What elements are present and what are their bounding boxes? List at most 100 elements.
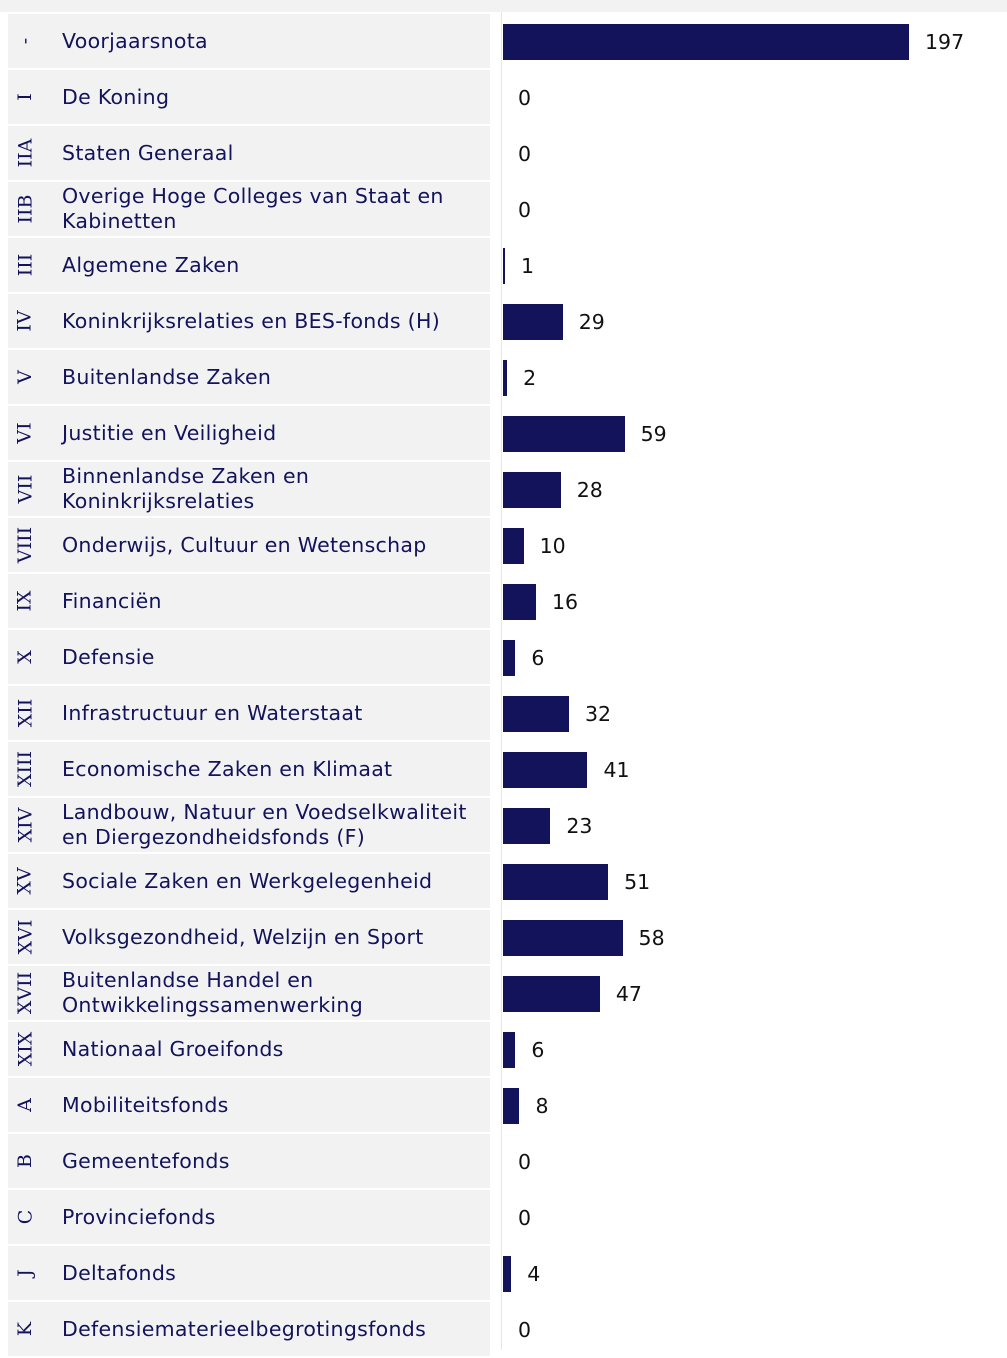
row: III Algemene Zaken 1	[0, 238, 1007, 294]
category-label: Volksgezondheid, Welzijn en Sport	[62, 924, 424, 949]
label-cell: IV Koninkrijksrelaties en BES-fonds (H)	[8, 294, 490, 350]
bar	[503, 920, 623, 956]
row: XIII Economische Zaken en Klimaat 41	[0, 742, 1007, 798]
code-label: IV	[13, 310, 36, 332]
value-label: 29	[578, 310, 605, 334]
value-label: 0	[518, 1150, 532, 1174]
row: VIII Onderwijs, Cultuur en Wetenschap 10	[0, 518, 1007, 574]
label-cell: C Provinciefonds	[8, 1190, 490, 1246]
code-cell: X	[8, 630, 42, 684]
row: VI Justitie en Veiligheid 59	[0, 406, 1007, 462]
code-label: XVII	[14, 971, 37, 1015]
label-cell: VII Binnenlandse Zaken en Koninkrijksrela…	[8, 462, 490, 518]
value-label: 32	[584, 702, 612, 726]
code-cell: K	[8, 1302, 42, 1356]
code-cell: VII	[8, 462, 42, 516]
category-label: Buitenlandse Zaken	[62, 364, 272, 389]
value-label: 2	[523, 366, 537, 390]
code-label: IX	[13, 590, 36, 612]
bar	[503, 248, 506, 284]
code-cell: VIII	[8, 518, 42, 572]
value-label: 6	[531, 646, 545, 670]
category-label: Binnenlandse Zaken en Koninkrijksrelatie…	[62, 464, 310, 513]
label-cell: A Mobiliteitsfonds	[8, 1078, 490, 1134]
label-cell: XII Infrastructuur en Waterstaat	[8, 686, 490, 742]
label-cell: XIX Nationaal Groeifonds	[8, 1022, 490, 1078]
category-label: Landbouw, Natuur en Voedselkwaliteit en …	[62, 800, 467, 849]
row: - Voorjaarsnota 197	[0, 14, 1007, 70]
label-cell: IIB Overige Hoge Colleges van Staat en Ka…	[8, 182, 490, 238]
row: IIA Staten Generaal 0	[0, 126, 1007, 182]
code-label: X	[14, 650, 36, 664]
row: XV Sociale Zaken en Werkgelegenheid 51	[0, 854, 1007, 910]
value-label: 0	[518, 1206, 532, 1230]
code-label: IIB	[13, 194, 36, 224]
row: XIV Landbouw, Natuur en Voedselkwaliteit …	[0, 798, 1007, 854]
label-cell: XVII Buitenlandse Handel en Ontwikkelings…	[8, 966, 490, 1022]
label-cell: I De Koning	[8, 70, 490, 126]
category-label: Infrastructuur en Waterstaat	[62, 700, 363, 725]
value-label: 51	[624, 870, 651, 894]
value-label: 0	[518, 86, 532, 110]
row: I De Koning 0	[0, 70, 1007, 126]
label-cell: IIA Staten Generaal	[8, 126, 490, 182]
category-label: Onderwijs, Cultuur en Wetenschap	[62, 532, 427, 557]
category-label: Staten Generaal	[62, 140, 234, 165]
label-cell: VI Justitie en Veiligheid	[8, 406, 490, 462]
label-cell: B Gemeentefonds	[8, 1134, 490, 1190]
label-cell: XIII Economische Zaken en Klimaat	[8, 742, 490, 798]
code-cell: B	[8, 1134, 42, 1188]
label-cell: - Voorjaarsnota	[8, 14, 490, 70]
code-cell: C	[8, 1190, 42, 1244]
code-label: XVI	[14, 919, 37, 955]
bar	[503, 304, 563, 340]
code-label: J	[14, 1269, 36, 1277]
category-label: Gemeentefonds	[62, 1148, 230, 1173]
category-label: Defensiematerieelbegrotingsfonds	[62, 1316, 427, 1341]
bar	[503, 1032, 516, 1068]
value-label: 10	[539, 534, 566, 558]
code-cell: A	[8, 1078, 42, 1132]
code-cell: -	[8, 14, 42, 68]
value-label: 0	[518, 1318, 532, 1342]
code-cell: XVII	[8, 966, 42, 1020]
row: VII Binnenlandse Zaken en Koninkrijksrela…	[0, 462, 1007, 518]
row: XVII Buitenlandse Handel en Ontwikkelings…	[0, 966, 1007, 1022]
category-label: Justitie en Veiligheid	[62, 420, 277, 445]
code-label: XV	[14, 867, 36, 895]
code-label: B	[14, 1154, 36, 1168]
label-cell: III Algemene Zaken	[8, 238, 490, 294]
label-cell: J Deltafonds	[8, 1246, 490, 1302]
bar	[503, 584, 536, 620]
value-label: 47	[615, 982, 642, 1006]
code-label: C	[13, 1209, 36, 1225]
category-label: Algemene Zaken	[62, 252, 240, 277]
category-label: Voorjaarsnota	[62, 28, 208, 53]
value-label: 1	[521, 254, 535, 278]
value-label: 59	[640, 422, 667, 446]
code-label: XIII	[14, 750, 37, 788]
code-cell: VI	[8, 406, 42, 460]
category-label: Deltafonds	[62, 1260, 177, 1285]
code-cell: IV	[8, 294, 42, 348]
value-label: 28	[576, 478, 603, 502]
bar	[503, 640, 516, 676]
value-label: 6	[531, 1038, 545, 1062]
category-label: Economische Zaken en Klimaat	[62, 756, 393, 781]
row: J Deltafonds 4	[0, 1246, 1007, 1302]
code-cell: J	[8, 1246, 42, 1300]
code-label: A	[13, 1098, 36, 1112]
value-label: 16	[551, 590, 579, 614]
value-label: 0	[518, 142, 532, 166]
label-cell: IX Financiën	[8, 574, 490, 630]
row: XII Infrastructuur en Waterstaat 32	[0, 686, 1007, 742]
row: C Provinciefonds 0	[0, 1190, 1007, 1246]
row: XVI Volksgezondheid, Welzijn en Sport 58	[0, 910, 1007, 966]
bar	[503, 416, 625, 452]
bar	[503, 1256, 512, 1292]
category-label: De Koning	[62, 84, 170, 109]
category-label: Buitenlandse Handel en Ontwikkelingssame…	[62, 968, 364, 1017]
row: XIX Nationaal Groeifonds 6	[0, 1022, 1007, 1078]
code-cell: XIII	[8, 742, 42, 796]
